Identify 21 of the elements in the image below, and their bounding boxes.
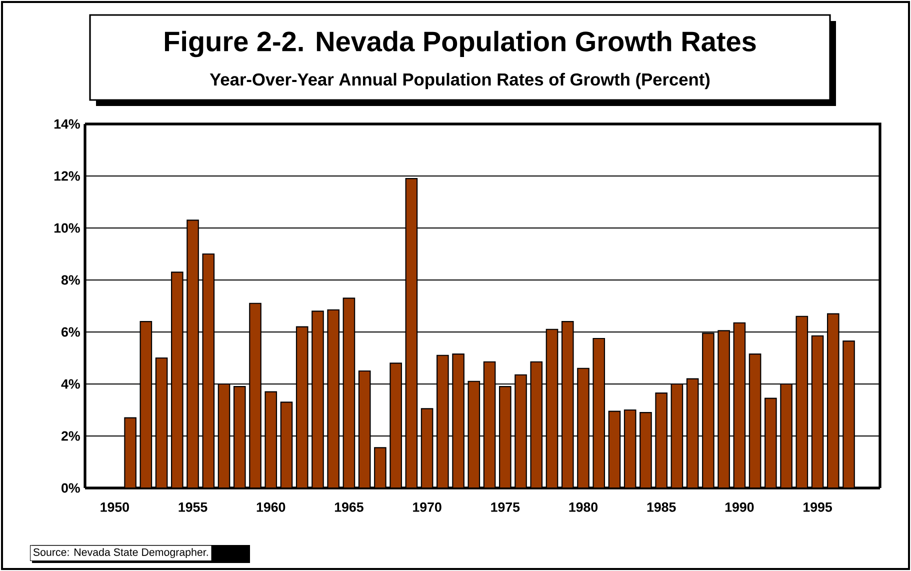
y-tick-label: 4% <box>61 379 80 389</box>
source-note: Source: Nevada State Demographer. <box>33 548 208 558</box>
x-tick-label: 1960 <box>256 502 286 512</box>
x-tick-label: 1975 <box>491 502 520 512</box>
x-tick-label: 1990 <box>725 502 754 512</box>
y-tick-label: 0% <box>62 483 80 493</box>
x-tick-label: 1980 <box>569 502 598 512</box>
x-tick-label: 1985 <box>647 502 676 512</box>
y-tick-label: 6% <box>62 327 80 337</box>
y-tick-label: 12% <box>54 171 80 181</box>
x-tick-label: 1995 <box>804 502 832 512</box>
x-tick-label: 1955 <box>178 502 208 512</box>
y-tick-label: 14% <box>54 119 80 129</box>
y-tick-label: 8% <box>61 275 80 285</box>
y-tick-label: 2% <box>61 431 80 441</box>
x-tick-label: 1950 <box>100 502 129 512</box>
x-tick-label: 1970 <box>413 502 442 512</box>
y-tick-label: 10% <box>54 223 80 233</box>
chart-title: Figure 2-2. Nevada Population Growth Rates <box>164 30 756 58</box>
x-tick-label: 1965 <box>334 502 364 512</box>
chart-subtitle: Year-Over-Year Annual Population Rates of Growth (Percent) <box>210 72 710 90</box>
